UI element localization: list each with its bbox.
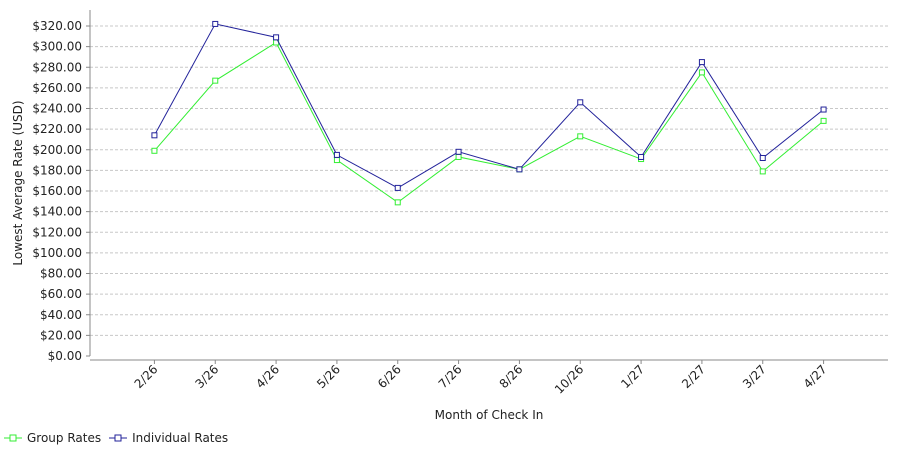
y-tick-label: $220.00 [32, 122, 82, 136]
y-tick-label: $60.00 [40, 287, 82, 301]
x-tick-label: 5/26 [314, 362, 343, 391]
legend: Group Rates Individual Rates [4, 430, 236, 446]
x-tick-label: 7/26 [436, 362, 465, 391]
y-tick-labels: $0.00 $20.00 $40.00 $60.00 $80.00 $100.00 $120… [32, 19, 82, 363]
x-tick-label: 4/26 [253, 362, 282, 391]
x-tick-label: 6/26 [375, 362, 404, 391]
y-tick-label: $300.00 [32, 40, 82, 54]
data-point [151, 132, 158, 139]
data-point [759, 168, 766, 175]
data-point [577, 133, 584, 140]
y-tick-label: $200.00 [32, 143, 82, 157]
y-tick-label: $180.00 [32, 163, 82, 177]
data-point [333, 151, 340, 158]
y-tick-label: $80.00 [40, 267, 82, 281]
legend-label-group-rates: Group Rates [27, 431, 102, 445]
x-tick-label: 3/27 [740, 362, 769, 391]
legend-swatch-group-rates [4, 434, 22, 442]
y-tick-label: $160.00 [32, 184, 82, 198]
x-tick-label: 8/26 [497, 362, 526, 391]
y-tick-label: $20.00 [40, 328, 82, 342]
x-tick-labels: 2/26 3/26 4/26 5/26 6/26 7/26 8/26 10/26 1/27 2/2… [132, 362, 830, 396]
y-tick-label: $100.00 [32, 246, 82, 260]
series-line-group-rates [154, 41, 824, 203]
data-point [698, 59, 705, 66]
data-point [151, 147, 158, 154]
data-point [273, 34, 280, 41]
y-tick-label: $40.00 [40, 308, 82, 322]
data-point [394, 184, 401, 191]
x-tick-label: 2/27 [679, 362, 708, 391]
data-point [333, 157, 340, 164]
y-tick-label: $320.00 [32, 19, 82, 33]
x-tick-label: 10/26 [552, 362, 586, 396]
data-point [698, 69, 705, 76]
series-lines [151, 20, 827, 206]
legend-label-individual-rates: Individual Rates [132, 431, 229, 445]
data-point [577, 99, 584, 106]
data-point [455, 153, 462, 160]
axes [86, 10, 888, 364]
y-axis-title: Lowest Average Rate (USD) [11, 100, 25, 265]
data-point [212, 20, 219, 27]
legend-swatch-individual-rates [109, 434, 128, 442]
x-tick-label: 4/27 [801, 362, 830, 391]
y-tick-label: $140.00 [32, 205, 82, 219]
data-point [516, 166, 523, 173]
legend-item-group-rates: Group Rates [4, 431, 101, 445]
series-line-individual-rates [153, 23, 824, 189]
y-tick-label: $280.00 [32, 60, 82, 74]
data-point [820, 106, 827, 113]
data-point [394, 199, 401, 206]
data-point [820, 117, 827, 124]
y-tick-label: $260.00 [32, 81, 82, 95]
data-point [212, 77, 219, 84]
x-axis-title: Month of Check In [435, 408, 544, 422]
x-tick-label: 1/27 [618, 362, 647, 391]
grid-lines [90, 25, 888, 336]
data-point [759, 155, 766, 161]
x-tick-label: 3/26 [192, 362, 221, 391]
data-point [638, 153, 645, 160]
y-tick-label: $120.00 [32, 225, 82, 239]
y-tick-label: $240.00 [32, 102, 82, 116]
y-tick-label: $0.00 [48, 349, 82, 363]
legend-item-individual-rates: Individual Rates [109, 431, 228, 445]
x-tick-label: 2/26 [132, 362, 161, 391]
data-point [455, 148, 462, 155]
